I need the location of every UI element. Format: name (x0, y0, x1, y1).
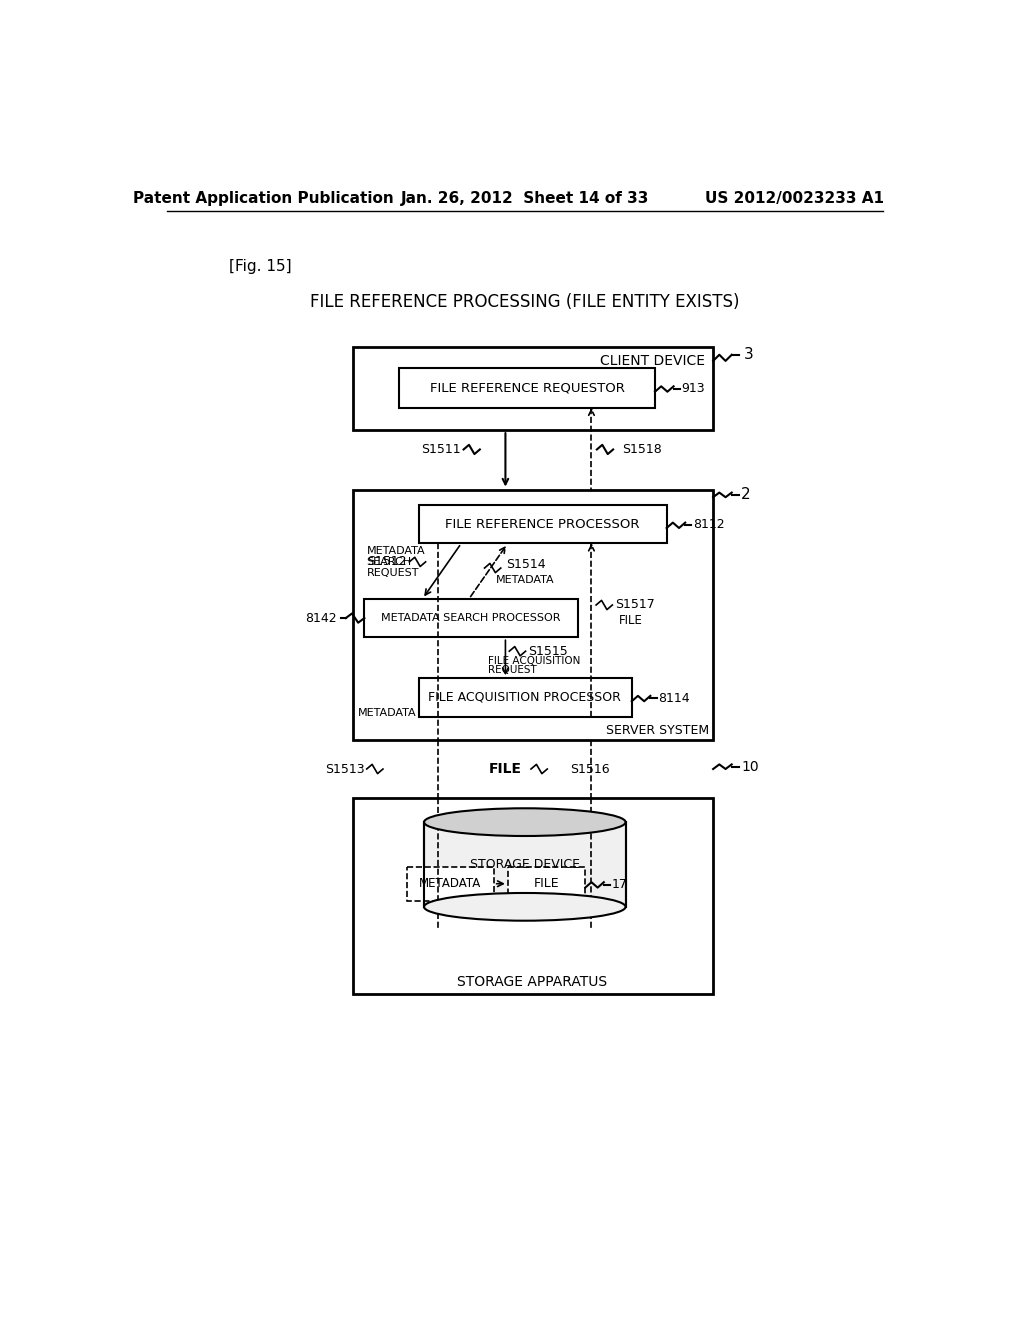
Text: S1512: S1512 (368, 556, 407, 569)
Text: 2: 2 (741, 487, 751, 503)
Text: CLIENT DEVICE: CLIENT DEVICE (600, 354, 706, 368)
Text: METADATA: METADATA (496, 576, 555, 585)
Text: FILE: FILE (620, 614, 643, 627)
Text: METADATA SEARCH PROCESSOR: METADATA SEARCH PROCESSOR (381, 612, 560, 623)
Text: REQUEST: REQUEST (367, 568, 419, 578)
Text: FILE ACQUISITION: FILE ACQUISITION (488, 656, 581, 667)
Text: 8112: 8112 (693, 519, 725, 532)
Text: METADATA: METADATA (419, 878, 481, 890)
Text: 10: 10 (741, 760, 759, 774)
Text: FILE REFERENCE PROCESSOR: FILE REFERENCE PROCESSOR (445, 517, 640, 531)
Text: S1511: S1511 (422, 444, 461, 455)
Text: METADATA: METADATA (367, 546, 425, 556)
Text: S1518: S1518 (623, 444, 663, 455)
Text: [Fig. 15]: [Fig. 15] (228, 259, 292, 273)
Text: REQUEST: REQUEST (488, 665, 538, 676)
Bar (399, 368, 655, 408)
Text: SEARCH: SEARCH (367, 557, 412, 566)
Bar (419, 506, 667, 544)
Text: METADATA: METADATA (357, 708, 416, 718)
Text: 8114: 8114 (658, 692, 690, 705)
Text: Patent Application Publication: Patent Application Publication (133, 191, 394, 206)
Bar (407, 867, 494, 900)
Text: 3: 3 (743, 347, 753, 362)
Text: STORAGE DEVICE: STORAGE DEVICE (470, 858, 580, 871)
Text: STORAGE APPARATUS: STORAGE APPARATUS (458, 975, 607, 989)
Text: 17: 17 (611, 878, 628, 891)
Text: SERVER SYSTEM: SERVER SYSTEM (606, 723, 710, 737)
Bar (419, 678, 632, 717)
Text: S1514: S1514 (506, 557, 546, 570)
Bar (352, 797, 713, 994)
Text: FILE REFERENCE PROCESSING (FILE ENTITY EXISTS): FILE REFERENCE PROCESSING (FILE ENTITY E… (310, 293, 739, 310)
Text: 913: 913 (681, 381, 705, 395)
Text: S1516: S1516 (569, 763, 609, 776)
Text: US 2012/0023233 A1: US 2012/0023233 A1 (705, 191, 884, 206)
Bar (424, 822, 626, 907)
Text: S1513: S1513 (325, 763, 365, 776)
Bar (352, 347, 713, 430)
Text: FILE REFERENCE REQUESTOR: FILE REFERENCE REQUESTOR (430, 381, 625, 395)
Text: Jan. 26, 2012  Sheet 14 of 33: Jan. 26, 2012 Sheet 14 of 33 (400, 191, 649, 206)
Ellipse shape (424, 892, 626, 921)
Ellipse shape (424, 808, 626, 836)
Bar (352, 490, 713, 739)
Text: FILE: FILE (488, 762, 522, 776)
Bar (365, 599, 578, 638)
Text: FILE ACQUISITION PROCESSOR: FILE ACQUISITION PROCESSOR (428, 690, 622, 704)
Bar (508, 867, 586, 900)
Text: S1515: S1515 (528, 644, 567, 657)
Text: 8142: 8142 (305, 611, 337, 624)
Text: S1517: S1517 (614, 598, 654, 611)
Text: FILE: FILE (534, 878, 559, 890)
